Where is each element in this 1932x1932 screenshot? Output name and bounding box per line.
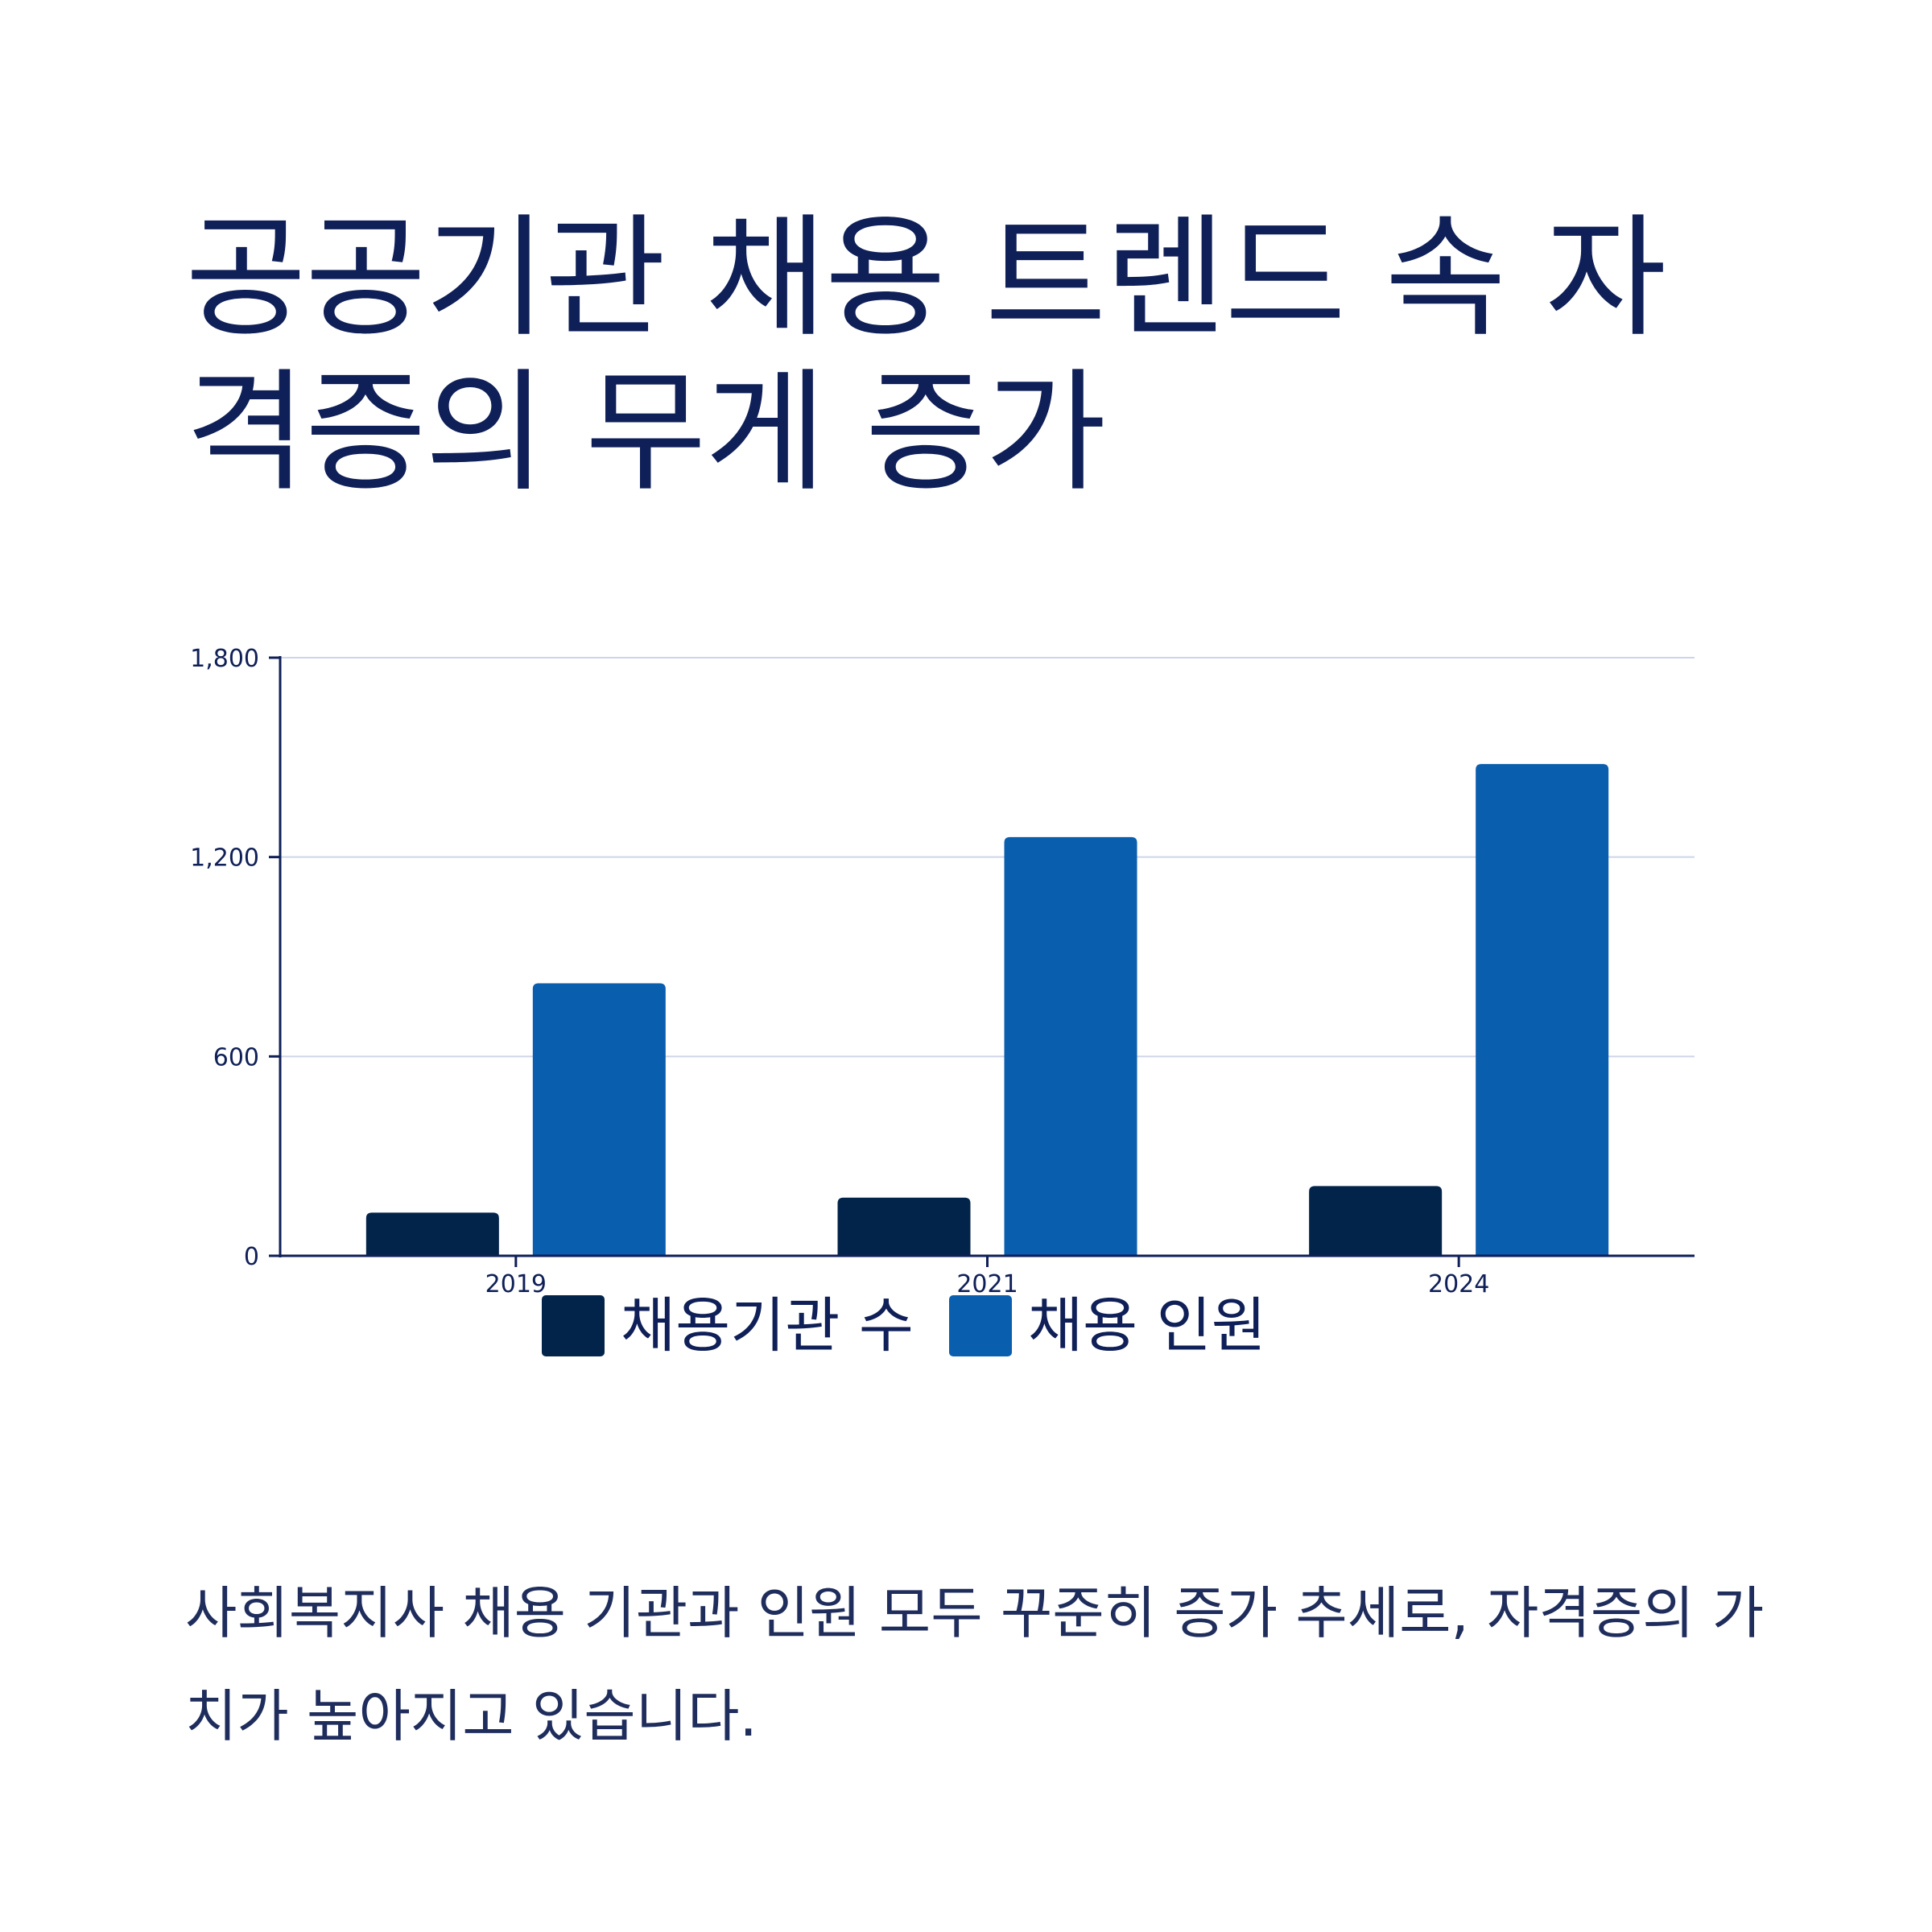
y-tick-label: 1,200 — [190, 844, 259, 873]
y-tick-label: 1,800 — [190, 645, 259, 673]
legend-item-institutions: 채용기관 수 — [542, 1290, 914, 1362]
legend-label-hires: 채용 인원 — [1027, 1291, 1266, 1360]
x-tick-label: 2021 — [956, 1270, 1018, 1298]
x-tick-label: 2019 — [485, 1270, 547, 1298]
bar-institutions-2021 — [837, 1197, 971, 1256]
chart-caption: 사회복지사 채용 기관과 인원 모두 꾸준히 증가 추세로, 자격증의 가치가 … — [185, 1580, 1765, 1749]
y-tick-label: 600 — [213, 1043, 259, 1071]
page-title: 공공기관 채용 트렌드 속 자격증의 무게 증가 — [185, 201, 1666, 510]
chart-legend: 채용기관 수 채용 인원 — [542, 1290, 1302, 1362]
legend-label-institutions: 채용기관 수 — [621, 1291, 914, 1360]
legend-swatch-institutions — [542, 1295, 605, 1356]
bar-institutions-2024 — [1309, 1186, 1443, 1256]
y-tick-label: 0 — [244, 1243, 259, 1271]
legend-item-hires: 채용 인원 — [948, 1290, 1266, 1362]
legend-swatch-hires — [948, 1295, 1012, 1356]
bar-hires-2019 — [532, 983, 666, 1256]
bar-hires-2021 — [1004, 836, 1137, 1256]
bar-institutions-2019 — [365, 1212, 499, 1256]
x-tick-label: 2024 — [1428, 1270, 1489, 1298]
bar-hires-2024 — [1476, 764, 1609, 1256]
